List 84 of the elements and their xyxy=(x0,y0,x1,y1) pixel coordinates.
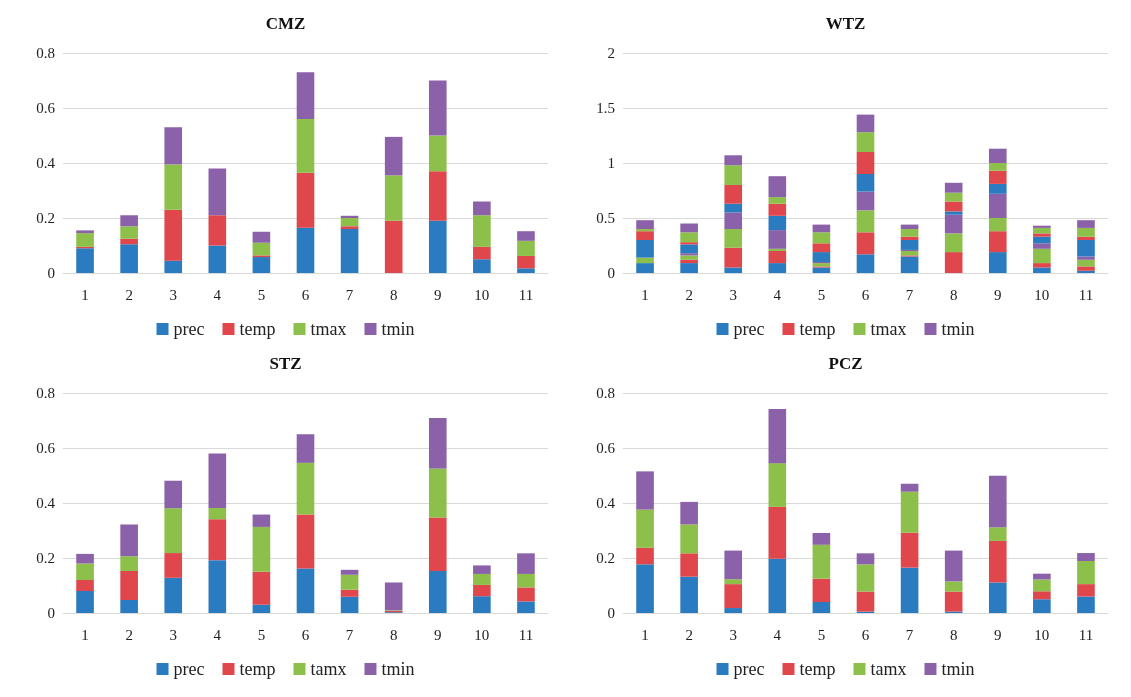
legend-label: tamx xyxy=(870,659,907,679)
y-tick-label: 0.8 xyxy=(36,45,55,61)
x-tick-label: 8 xyxy=(389,286,398,303)
x-tick-label: 11 xyxy=(1078,286,1094,303)
x-tick-label: 8 xyxy=(389,626,398,643)
chart-title: CMZ xyxy=(265,14,306,33)
x-tick-label: 1 xyxy=(81,286,89,303)
x-tick-label: 5 xyxy=(257,286,266,303)
y-tick-label: 0.6 xyxy=(36,440,56,456)
y-tick-label: 0.6 xyxy=(596,440,616,456)
x-tick-label: 3 xyxy=(729,626,737,643)
x-tick-label: 1 xyxy=(641,626,649,643)
x-tick-label: 9 xyxy=(994,286,1002,303)
x-tick-label: 2 xyxy=(685,626,693,643)
x-tick-label: 8 xyxy=(949,626,958,643)
x-tick-label: 6 xyxy=(861,626,870,643)
x-tick-label: 1 xyxy=(641,286,649,303)
x-tick-label: 5 xyxy=(817,626,826,643)
x-tick-label: 6 xyxy=(301,626,310,643)
x-tick-label: 11 xyxy=(518,286,534,303)
x-tick-label: 9 xyxy=(434,626,442,643)
legend-label: temp xyxy=(799,319,836,339)
y-tick-label: 1.5 xyxy=(596,100,615,116)
x-tick-label: 6 xyxy=(301,286,310,303)
y-tick-label: 0.2 xyxy=(36,210,55,226)
y-tick-label: 0.4 xyxy=(36,155,56,171)
x-tick-label: 5 xyxy=(257,626,266,643)
y-tick-label: 0.4 xyxy=(36,495,56,511)
legend-label: tmax xyxy=(310,319,347,339)
y-tick-label: 0 xyxy=(607,605,615,621)
legend-label: tamx xyxy=(310,659,347,679)
legend-label: prec xyxy=(173,319,205,339)
x-tick-label: 1 xyxy=(81,626,89,643)
y-tick-label: 0 xyxy=(47,605,55,621)
x-tick-label: 3 xyxy=(729,286,737,303)
y-tick-label: 0.5 xyxy=(596,210,615,226)
chart-title: PCZ xyxy=(828,354,863,373)
legend-label: tmin xyxy=(941,659,975,679)
x-tick-label: 11 xyxy=(518,626,534,643)
x-tick-label: 2 xyxy=(125,626,133,643)
chart-title: WTZ xyxy=(825,14,866,33)
legend-label: prec xyxy=(733,659,765,679)
legend-label: tmin xyxy=(381,319,415,339)
x-tick-label: 2 xyxy=(685,286,693,303)
x-tick-label: 2 xyxy=(125,286,133,303)
legend-label: tmax xyxy=(870,319,907,339)
legend-label: temp xyxy=(799,659,836,679)
x-tick-label: 7 xyxy=(905,626,914,643)
y-tick-label: 1 xyxy=(607,155,615,171)
chart-title: STZ xyxy=(269,354,302,373)
legend-label: temp xyxy=(239,659,276,679)
y-tick-label: 0.2 xyxy=(36,550,55,566)
x-tick-label: 9 xyxy=(434,286,442,303)
x-tick-label: 4 xyxy=(773,626,782,643)
x-tick-label: 7 xyxy=(345,286,354,303)
y-tick-label: 0.8 xyxy=(596,385,615,401)
x-tick-label: 7 xyxy=(905,286,914,303)
x-tick-label: 10 xyxy=(1034,286,1050,303)
x-tick-label: 8 xyxy=(949,286,958,303)
x-tick-label: 9 xyxy=(994,626,1002,643)
x-tick-label: 4 xyxy=(773,286,782,303)
y-tick-label: 0 xyxy=(607,265,615,281)
x-tick-label: 3 xyxy=(169,286,177,303)
y-tick-label: 0 xyxy=(47,265,55,281)
y-tick-label: 0.4 xyxy=(596,495,616,511)
x-tick-label: 10 xyxy=(474,626,490,643)
y-tick-label: 2 xyxy=(607,45,615,61)
y-tick-label: 0.6 xyxy=(36,100,56,116)
x-tick-label: 4 xyxy=(213,626,222,643)
y-tick-label: 0.2 xyxy=(596,550,615,566)
legend-label: prec xyxy=(173,659,205,679)
x-tick-label: 4 xyxy=(213,286,222,303)
legend-label: prec xyxy=(733,319,765,339)
legend-label: tmin xyxy=(941,319,975,339)
x-tick-label: 7 xyxy=(345,626,354,643)
x-tick-label: 11 xyxy=(1078,626,1094,643)
x-tick-label: 5 xyxy=(817,286,826,303)
x-tick-label: 10 xyxy=(1034,626,1050,643)
legend-label: tmin xyxy=(381,659,415,679)
x-tick-label: 3 xyxy=(169,626,177,643)
y-tick-label: 0.8 xyxy=(36,385,55,401)
x-tick-label: 6 xyxy=(861,286,870,303)
legend-label: temp xyxy=(239,319,276,339)
x-tick-label: 10 xyxy=(474,286,490,303)
